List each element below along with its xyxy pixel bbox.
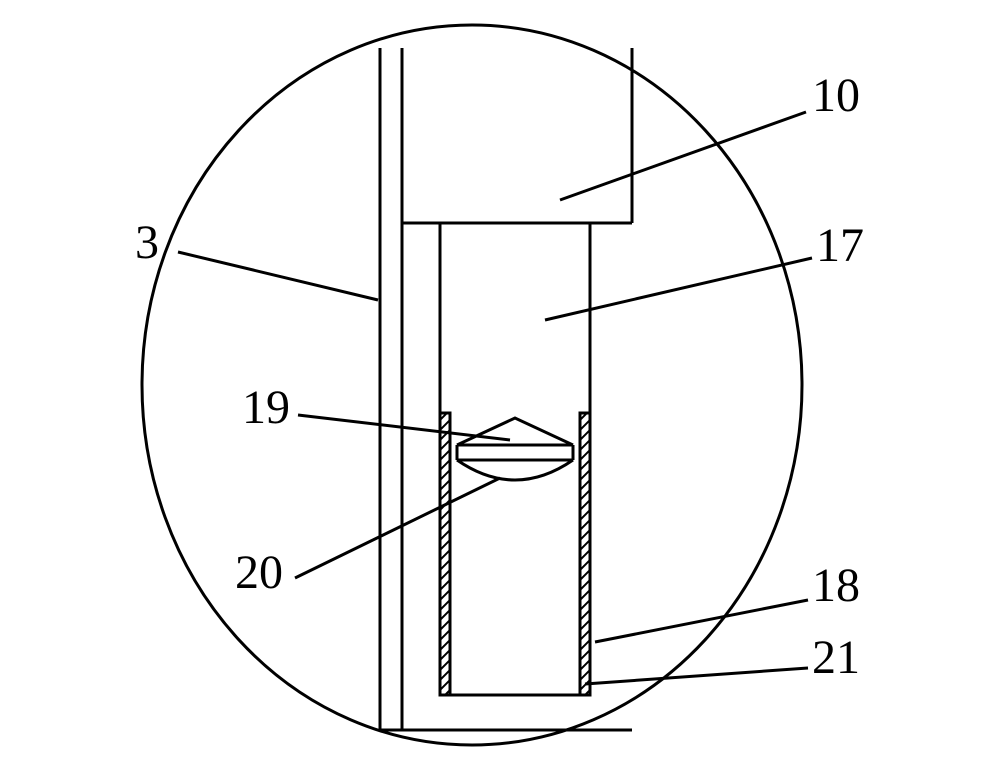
callout-label-18: 18 (812, 558, 860, 613)
callout-label-20: 20 (235, 545, 283, 600)
callout-label-17: 17 (816, 218, 864, 273)
callout-label-21: 21 (812, 630, 860, 685)
callout-label-10: 10 (812, 68, 860, 123)
callout-label-19: 19 (242, 380, 290, 435)
callout-label-3: 3 (135, 215, 159, 270)
